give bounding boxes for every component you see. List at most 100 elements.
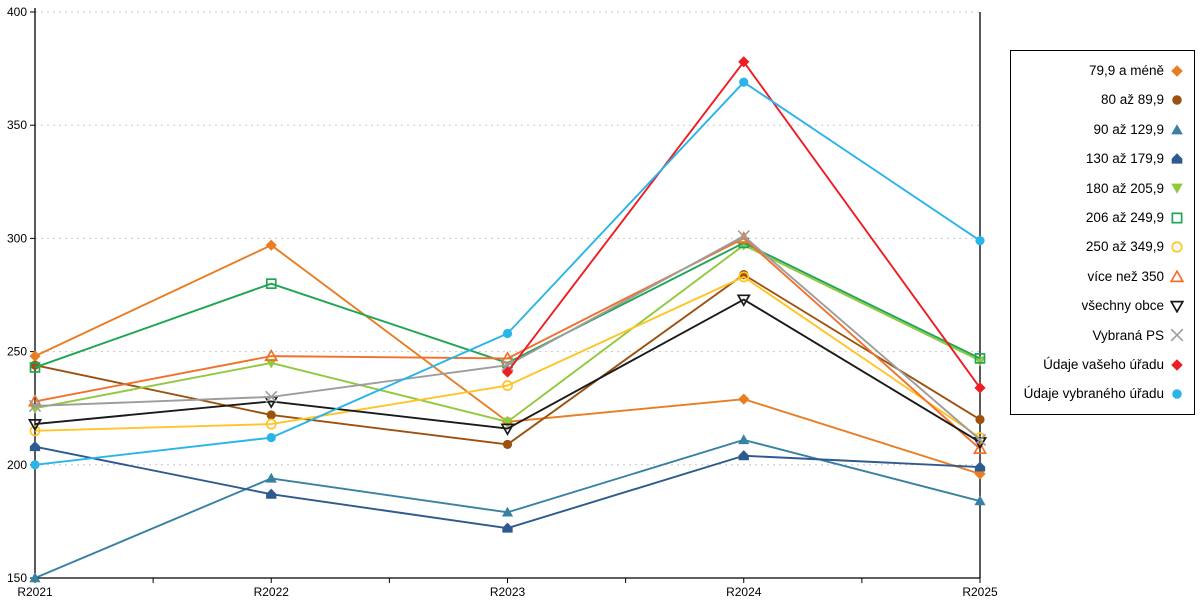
diamond-marker-icon	[1171, 358, 1183, 371]
square-marker-icon	[974, 353, 986, 364]
diamond-marker-icon	[265, 239, 277, 251]
legend-item: Údaje vašeho úřadu	[1011, 358, 1194, 372]
triangle-down-marker-icon	[501, 417, 514, 428]
triangle-up-marker-icon	[501, 506, 514, 517]
legend-item: všechny obce	[1011, 299, 1194, 313]
x-tick-label: R2023	[490, 585, 526, 599]
legend-label: více než 350	[1087, 268, 1164, 284]
square-marker-icon	[1171, 212, 1183, 224]
series-line	[34, 81, 981, 466]
legend-marker-icon	[1171, 358, 1183, 371]
triangle-down-marker-icon	[1171, 183, 1183, 195]
y-tick-label: 350	[7, 118, 27, 132]
circle-marker-icon	[266, 433, 276, 443]
x-tick-label: R2025	[962, 585, 998, 599]
series-line	[34, 241, 981, 369]
triangle-down-marker-icon	[27, 418, 43, 432]
legend-item: 130 až 179,9	[1011, 152, 1194, 166]
diamond-marker-icon	[738, 56, 750, 68]
series-10	[28, 229, 987, 447]
series-12	[30, 77, 985, 470]
circle-marker-icon	[975, 236, 985, 246]
legend-marker-icon	[1170, 269, 1184, 282]
triangle-up-marker-icon	[265, 472, 277, 483]
triangle-up-marker-icon	[974, 495, 986, 506]
circle-marker-icon	[29, 425, 41, 437]
legend-item: 80 až 89,9	[1011, 93, 1194, 107]
pentagon-marker-icon	[738, 450, 749, 461]
triangle-down-marker-icon	[974, 356, 986, 367]
y-tick-label: 150	[7, 571, 27, 585]
series-line	[34, 244, 981, 475]
circle-marker-icon	[1171, 241, 1183, 253]
triangle-up-marker-icon	[972, 441, 988, 455]
legend-label: 80 až 89,9	[1100, 92, 1164, 108]
series-line	[34, 298, 981, 443]
legend-label: 206 až 249,9	[1085, 209, 1164, 225]
circle-marker-icon	[502, 328, 513, 339]
x-marker-icon	[737, 229, 750, 243]
series-4	[29, 441, 986, 533]
triangle-up-marker-icon	[29, 572, 41, 583]
circle-marker-icon	[502, 380, 513, 392]
legend-label: 130 až 179,9	[1085, 151, 1164, 167]
legend-marker-icon	[1171, 212, 1183, 224]
circle-marker-icon	[30, 360, 40, 370]
diamond-marker-icon	[974, 382, 986, 394]
legend-marker-icon	[1171, 241, 1183, 253]
triangle-down-marker-icon	[500, 423, 515, 436]
legend-label: všechny obce	[1081, 298, 1164, 314]
legend-item: Vybraná PS	[1011, 328, 1194, 342]
x-marker-icon	[265, 390, 278, 404]
circle-marker-icon	[975, 414, 985, 425]
legend-label: 90 až 129,9	[1093, 121, 1164, 137]
series-line	[34, 237, 981, 450]
square-marker-icon	[265, 278, 277, 290]
legend-item: 180 až 205,9	[1011, 181, 1194, 195]
legend-item: Údaje vybraného úřadu	[1011, 387, 1194, 401]
pentagon-marker-icon	[29, 441, 41, 452]
circle-marker-icon	[739, 77, 749, 87]
series-line	[34, 275, 981, 439]
circle-marker-icon	[738, 271, 750, 283]
legend-label: 250 až 349,9	[1085, 239, 1164, 255]
series-11	[501, 56, 986, 394]
triangle-down-marker-icon	[1170, 300, 1184, 313]
series-3	[29, 434, 986, 583]
triangle-up-marker-icon	[500, 351, 515, 364]
triangle-up-marker-icon	[1170, 269, 1184, 282]
square-marker-icon	[29, 362, 41, 373]
legend-marker-icon	[1172, 389, 1182, 399]
legend-marker-icon	[1171, 123, 1183, 134]
legend-item: více než 350	[1011, 268, 1194, 284]
legend-marker-icon	[1170, 300, 1184, 313]
pentagon-marker-icon	[266, 488, 277, 499]
legend-marker-icon	[1172, 95, 1182, 105]
triangle-up-marker-icon	[738, 434, 750, 445]
circle-marker-icon	[30, 460, 40, 470]
diamond-marker-icon	[501, 366, 514, 378]
pentagon-marker-icon	[1171, 153, 1183, 164]
circle-marker-icon	[265, 418, 277, 430]
x-marker-icon	[1170, 328, 1184, 342]
legend-marker-icon	[1171, 183, 1183, 195]
diamond-marker-icon	[1171, 64, 1183, 77]
x-tick-label: R2022	[254, 585, 290, 599]
legend-item: 79,9 a méně	[1011, 64, 1194, 78]
legend-label: 180 až 205,9	[1085, 180, 1164, 196]
triangle-up-marker-icon	[1171, 123, 1183, 134]
circle-marker-icon	[502, 439, 513, 450]
y-tick-label: 400	[7, 5, 27, 19]
x-marker-icon	[28, 399, 42, 413]
legend-marker-icon	[1170, 328, 1184, 342]
legend-label: Údaje vašeho úřadu	[1043, 357, 1164, 373]
x-marker-icon	[973, 433, 987, 447]
legend-label: Vybraná PS	[1092, 327, 1164, 343]
y-tick-label: 250	[7, 345, 27, 359]
triangle-down-marker-icon	[736, 294, 751, 307]
x-marker-icon	[501, 359, 514, 372]
x-tick-label: R2021	[17, 585, 53, 599]
legend-item: 250 až 349,9	[1011, 240, 1194, 254]
